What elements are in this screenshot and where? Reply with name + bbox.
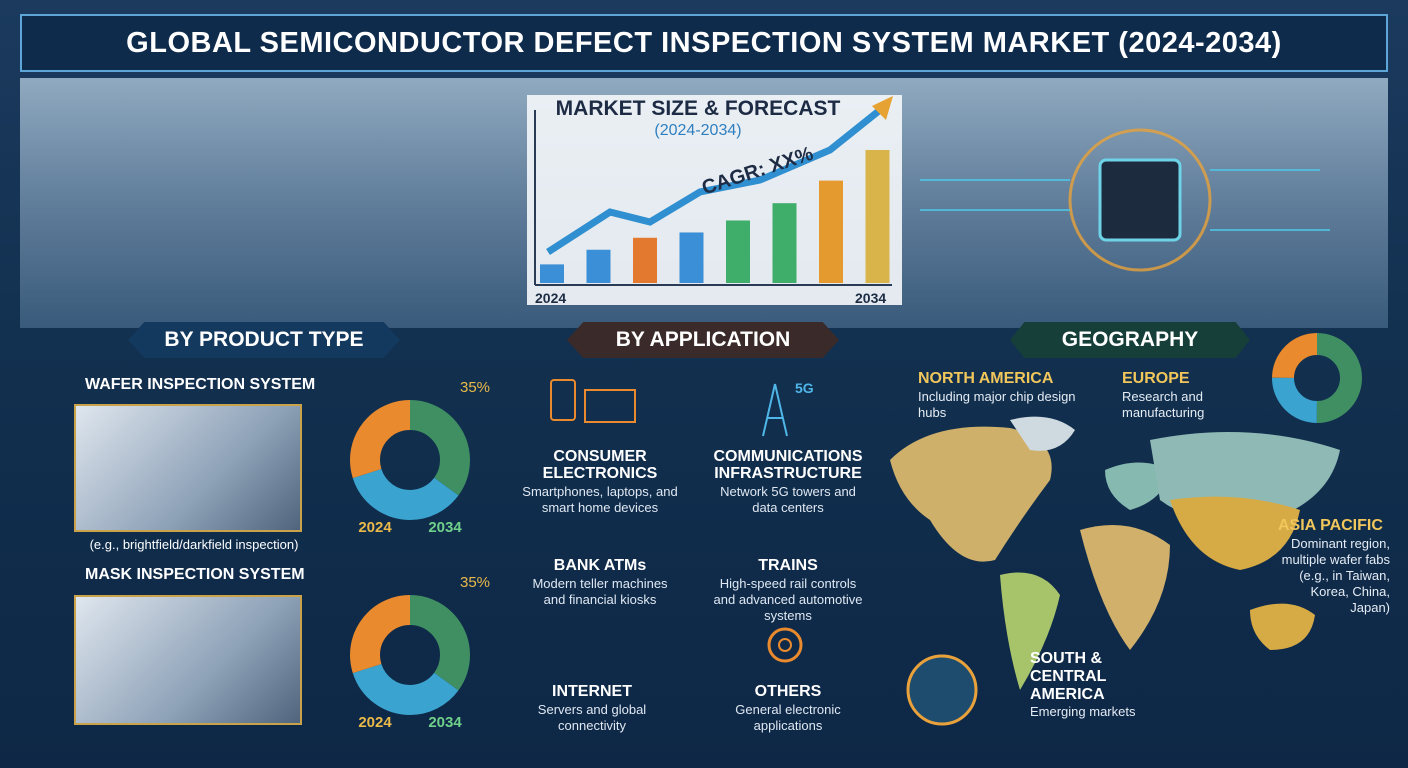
trend-arrow (546, 107, 883, 255)
mask-photo (74, 595, 302, 725)
arrow-head (872, 96, 893, 120)
donut-label: 2024 (358, 714, 392, 731)
region-name: EUROPE (1122, 370, 1190, 387)
map-south-america (1000, 572, 1060, 690)
forecast-title: MARKET SIZE & FORECAST (555, 97, 841, 120)
donut-segment (350, 595, 470, 715)
globe-icon (906, 654, 978, 726)
region-desc: Emerging markets (1030, 704, 1136, 719)
product-caption: (e.g., brightfield/darkfield inspection) (89, 537, 299, 552)
application-item: CONSUMER ELECTRONICS Smartphones, laptops… (505, 448, 695, 516)
circuit-lines (920, 169, 1330, 231)
map-north-america (890, 426, 1052, 562)
axis-label: 2024 (535, 290, 567, 306)
application-item: OTHERS General electronic applications (693, 683, 883, 734)
application-name: TRAINS (758, 557, 818, 574)
application-name: BANK ATMs (553, 557, 647, 574)
donut-segment (350, 400, 470, 520)
icon-label: 5G (795, 380, 814, 396)
map-europe (1105, 462, 1170, 510)
application-desc: Smartphones, laptops, and smart home dev… (522, 484, 678, 515)
product-name: WAFER INSPECTION SYSTEM (85, 376, 316, 393)
donut-label: 2024 (358, 519, 392, 536)
forecast-bar (726, 220, 750, 283)
icon-tower (762, 383, 788, 437)
application-desc: Network 5G towers and data centers (720, 484, 856, 515)
chip (1098, 158, 1182, 242)
map-australia (1250, 603, 1315, 650)
donut-segment (1272, 333, 1362, 423)
application-name: INTERNET (552, 683, 632, 700)
forecast-bar (772, 203, 797, 283)
icon-gear (767, 627, 803, 663)
donut-segment (1272, 333, 1362, 423)
section-heading: BY APPLICATION (567, 322, 839, 358)
application-desc: High-speed rail controls and advanced au… (713, 576, 863, 623)
application-item: INTERNET Servers and global connectivity (497, 683, 687, 734)
page-title: GLOBAL SEMICONDUCTOR DEFECT INSPECTION S… (20, 14, 1388, 72)
donut-label: 2034 (428, 714, 462, 731)
region-name: ASIA PACIFIC (1278, 517, 1383, 534)
forecast-bar (679, 232, 704, 283)
donut-highlight-label: 35% (460, 379, 490, 396)
icon-devices (550, 379, 636, 423)
product-name: MASK INSPECTION SYSTEM (85, 566, 305, 583)
forecast-bar (540, 264, 564, 283)
donut-highlight-label: 35% (460, 574, 490, 591)
application-desc: Modern teller machines and financial kio… (532, 576, 668, 607)
application-item: COMMUNICATIONS INFRASTRUCTURE Network 5G … (693, 448, 883, 516)
donut-label: 2034 (428, 519, 462, 536)
application-name: CONSUMER ELECTRONICS (542, 448, 658, 482)
region-name: SOUTH & CENTRAL AMERICA (1030, 650, 1107, 703)
application-desc: General electronic applications (735, 702, 841, 733)
forecast-bar (819, 180, 843, 283)
application-name: OTHERS (754, 683, 822, 700)
application-item: TRAINS High-speed rail controls and advan… (693, 557, 883, 624)
donut-segment (350, 400, 470, 520)
application-name: COMMUNICATIONS INFRASTRUCTURE (713, 448, 863, 482)
map-asia-pacific (1170, 496, 1300, 570)
region-name: NORTH AMERICA (918, 370, 1054, 387)
forecast-bar (586, 249, 611, 283)
region-desc: Research and manufacturing (1122, 389, 1205, 420)
application-item: BANK ATMs Modern teller machines and fina… (505, 557, 695, 608)
chip-ring (1068, 128, 1212, 272)
axis-label: 2034 (855, 290, 887, 306)
forecast-subtitle: (2024-2034) (654, 122, 742, 139)
section-heading: GEOGRAPHY (1010, 322, 1250, 358)
donut-segment (350, 595, 470, 715)
application-desc: Servers and global connectivity (537, 702, 647, 733)
section-heading: BY PRODUCT TYPE (128, 322, 400, 358)
region-desc: Including major chip design hubs (918, 389, 1076, 420)
region-desc: Dominant region, multiple wafer fabs (e.… (1281, 536, 1390, 615)
map-greenland (1010, 416, 1075, 451)
forecast-bar (633, 237, 657, 283)
wafer-photo (74, 404, 302, 532)
map-africa (1080, 525, 1170, 650)
forecast-bar (865, 150, 890, 283)
